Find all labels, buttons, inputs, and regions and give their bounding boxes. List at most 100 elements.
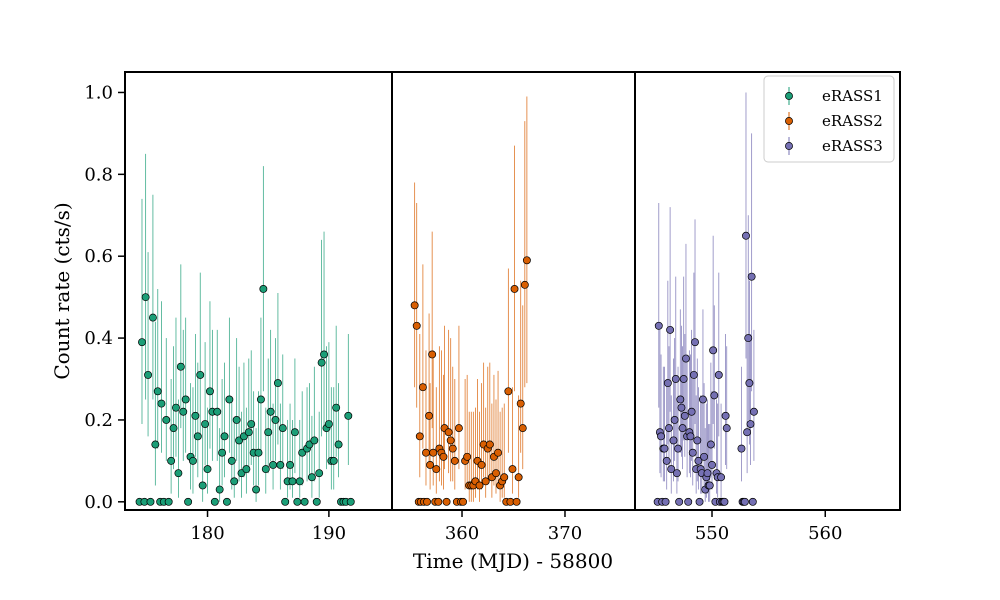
x-tick-label-erass3-0: 550 — [695, 523, 729, 544]
data-point-erass3-65 — [742, 231, 750, 240]
data-point-erass3-58 — [720, 497, 729, 506]
data-point-erass1-33 — [213, 407, 222, 416]
data-point-erass2-18 — [439, 452, 448, 461]
data-point-erass1-57 — [271, 415, 280, 424]
data-point-erass2-5 — [418, 383, 427, 392]
legend-box — [763, 75, 895, 163]
y-tick-label-5: 1.0 — [84, 82, 113, 103]
data-point-erass1-52 — [259, 285, 268, 293]
data-point-erass1-81 — [329, 456, 338, 465]
data-point-erass1-13 — [164, 497, 173, 506]
data-point-erass1-32 — [210, 497, 219, 506]
data-point-erass1-16 — [172, 403, 180, 412]
data-point-erass3-8 — [662, 456, 671, 465]
data-point-erass1-49 — [252, 485, 261, 494]
data-point-erass3-18 — [675, 497, 684, 506]
legend-marker-erass2 — [785, 117, 793, 125]
x-tick-label-erass1-1: 190 — [312, 523, 346, 544]
data-point-erass2-21 — [444, 428, 453, 437]
data-point-erass3-29 — [687, 407, 696, 416]
data-point-erass1-61 — [281, 497, 290, 506]
data-point-erass2-1 — [412, 321, 421, 330]
data-point-erass3-71 — [748, 497, 757, 506]
legend-label-erass1: eRASS1 — [822, 87, 883, 105]
data-point-erass1-25 — [193, 432, 202, 441]
data-point-erass1-46 — [244, 428, 253, 437]
x-tick-label-erass2-1: 370 — [548, 523, 582, 544]
data-point-erass1-77 — [320, 350, 328, 359]
data-point-erass1-39 — [227, 456, 236, 465]
data-point-erass1-23 — [189, 456, 197, 465]
data-point-erass1-10 — [157, 399, 166, 408]
data-point-erass2-24 — [450, 456, 459, 465]
data-point-erass1-53 — [261, 465, 270, 474]
data-point-erass2-36 — [475, 481, 484, 490]
data-point-erass1-67 — [295, 477, 304, 486]
data-point-erass3-24 — [682, 354, 690, 363]
y-tick-label-3: 0.6 — [84, 246, 113, 267]
data-point-erass1-7 — [151, 440, 160, 449]
data-point-erass3-17 — [674, 444, 682, 453]
data-point-erass1-45 — [242, 465, 251, 474]
x-axis-label: Time (MJD) - 58800 — [413, 549, 613, 573]
data-point-erass3-7 — [661, 497, 670, 506]
data-point-erass3-20 — [677, 403, 686, 412]
data-point-erass2-59 — [522, 256, 531, 265]
data-point-erass1-40 — [230, 477, 239, 486]
data-point-erass1-88 — [346, 497, 355, 506]
x-tick-label-erass1-0: 180 — [190, 523, 224, 544]
data-point-erass3-1 — [654, 321, 663, 330]
data-point-erass3-14 — [670, 415, 679, 424]
data-point-erass3-3 — [657, 432, 665, 441]
data-point-erass3-6 — [660, 444, 669, 453]
data-point-erass1-17 — [174, 469, 183, 478]
data-point-erass2-55 — [514, 473, 523, 482]
data-point-erass3-66 — [743, 428, 752, 437]
data-point-erass3-69 — [746, 420, 755, 428]
data-point-erass3-49 — [710, 391, 719, 400]
data-point-erass3-61 — [737, 444, 746, 453]
data-point-erass2-7 — [422, 448, 430, 457]
x-tick-label-erass3-1: 560 — [808, 523, 842, 544]
data-point-erass3-35 — [694, 456, 703, 465]
data-point-erass1-55 — [266, 407, 275, 416]
data-point-erass3-55 — [717, 473, 726, 482]
data-point-erass1-56 — [269, 461, 278, 469]
panel-frame-erass3 — [634, 71, 901, 511]
data-point-erass3-32 — [691, 338, 699, 347]
data-point-erass1-34 — [215, 485, 224, 494]
data-point-erass1-65 — [290, 428, 299, 437]
data-point-erass1-64 — [288, 477, 297, 486]
data-point-erass3-72 — [749, 407, 758, 416]
data-point-erass1-58 — [273, 379, 282, 388]
data-point-erass3-70 — [747, 272, 756, 281]
data-point-erass2-52 — [508, 465, 517, 474]
data-point-erass2-9 — [425, 411, 434, 420]
data-point-erass3-22 — [679, 375, 688, 383]
data-point-erass1-27 — [198, 481, 207, 490]
data-point-erass1-8 — [153, 387, 162, 396]
data-point-erass3-46 — [706, 440, 715, 449]
data-point-erass3-45 — [705, 481, 714, 490]
data-point-erass1-15 — [169, 424, 178, 433]
data-point-erass3-59 — [721, 411, 730, 420]
panel-erass2 — [410, 96, 531, 506]
data-point-erass1-3 — [141, 293, 150, 302]
data-point-erass1-28 — [201, 420, 210, 428]
legend-label-erass2: eRASS2 — [822, 112, 883, 130]
data-point-erass1-19 — [179, 407, 188, 416]
data-point-erass2-15 — [434, 497, 443, 506]
data-point-erass3-23 — [680, 411, 689, 420]
data-point-erass1-50 — [254, 448, 263, 457]
data-point-erass1-35 — [218, 448, 227, 457]
data-point-erass1-66 — [293, 497, 302, 506]
legend: eRASS1 eRASS2 eRASS3 — [763, 75, 895, 163]
data-point-erass2-54 — [512, 497, 521, 506]
data-point-erass1-83 — [334, 440, 343, 449]
data-point-erass1-51 — [256, 395, 265, 404]
data-point-erass1-60 — [278, 424, 287, 433]
data-point-erass3-67 — [744, 334, 753, 343]
data-point-erass3-21 — [678, 424, 687, 433]
y-tick-label-1: 0.2 — [84, 410, 113, 431]
data-point-erass1-4 — [144, 370, 153, 379]
